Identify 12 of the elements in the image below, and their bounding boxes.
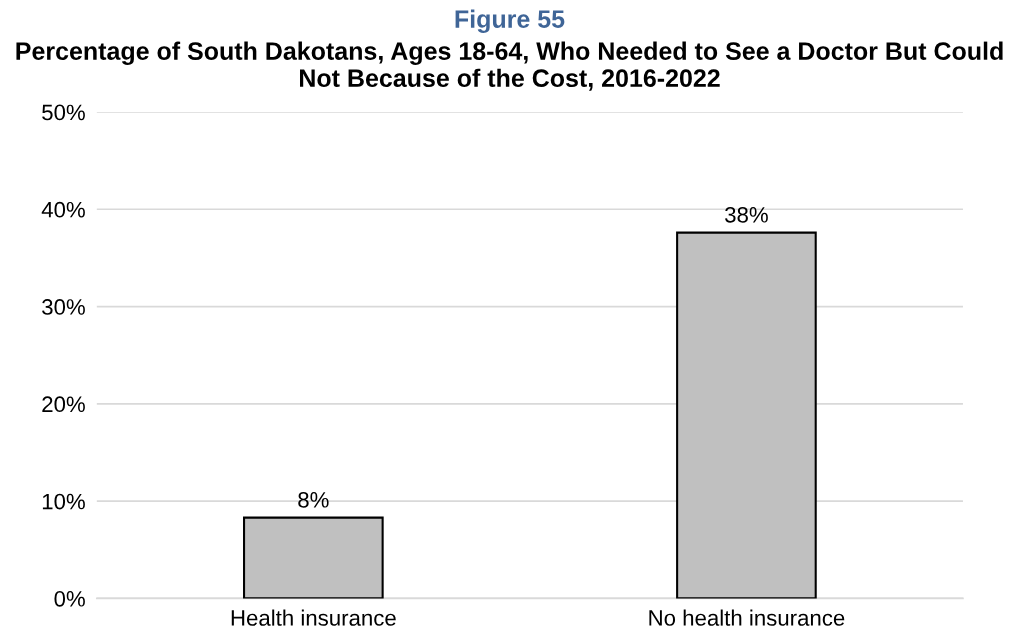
data-label: 38% xyxy=(725,206,768,223)
chart-subtitle: Percentage of South Dakotans, Ages 18-64, Who Needed to See a Doctor But Could Not Because of the Cost, 2016-2022 xyxy=(16,41,1003,91)
y-tick-label: 50% xyxy=(42,104,85,121)
data-label: 8% xyxy=(298,491,329,508)
x-tick-label: Health insurance xyxy=(231,609,396,626)
x-tick-label: No health insurance xyxy=(649,609,845,626)
y-tick-label: 40% xyxy=(41,201,85,218)
y-tick-label: 10% xyxy=(42,493,85,510)
y-tick-label: 0% xyxy=(54,590,85,607)
chart-title: Figure 55 xyxy=(455,9,565,34)
y-tick-label: 30% xyxy=(42,299,85,315)
y-tick-label: 20% xyxy=(42,396,85,413)
